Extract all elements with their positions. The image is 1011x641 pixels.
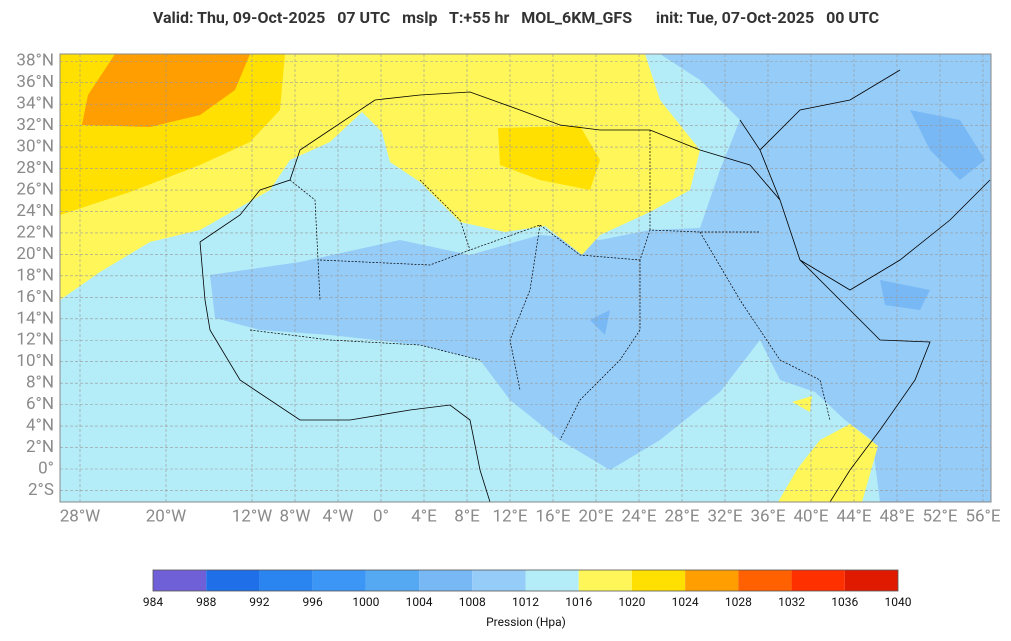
colorbar-tick-label: 984 — [143, 595, 163, 609]
title: Valid: Thu, 09-Oct-2025 07 UTC mslp T:+5… — [153, 8, 879, 27]
colorbar-tick-label: 1040 — [885, 595, 912, 609]
lat-labels: 38°N36°N34°N32°N30°N28°N26°N24°N22°N20°N… — [16, 51, 54, 500]
lon-label: 4°W — [323, 506, 354, 526]
lon-label: 28°W — [60, 506, 101, 526]
lon-label: 56°E — [965, 506, 1000, 526]
lat-label: 34°N — [16, 94, 54, 114]
colorbar-label: Pression (Hpa) — [486, 615, 566, 629]
lon-label: 24°E — [621, 506, 656, 526]
colorbar-tick-label: 1008 — [459, 595, 486, 609]
field-1016 — [60, 54, 878, 502]
coastline — [199, 69, 991, 502]
lat-label: 22°N — [16, 222, 54, 242]
lat-label: 24°N — [16, 201, 54, 221]
colorbar-segment — [578, 570, 632, 591]
colorbar-tick-label: 1016 — [565, 595, 592, 609]
lon-labels: 28°W 20°W 12°W 8°W 4°W 0° 4°E 8°E 12°E 16°E 20°E 24… — [60, 506, 1001, 526]
lon-label: 44°E — [836, 506, 871, 526]
colorbar-segment — [685, 570, 739, 591]
lat-label: 28°N — [16, 158, 54, 178]
lon-label: 8°E — [454, 506, 480, 526]
map-frame — [59, 53, 992, 503]
lon-label: 12°E — [492, 506, 527, 526]
colorbar: 984 988 992 996 1000 1004 1008 1012 1016 1020 1024… — [143, 569, 912, 609]
lon-label: 12°W — [232, 506, 273, 526]
lat-label: 30°N — [16, 137, 54, 157]
field-1008 — [210, 54, 991, 502]
colorbar-tick-label: 1012 — [512, 595, 539, 609]
colorbar-segment — [844, 570, 898, 591]
lon-label: 16°E — [535, 506, 570, 526]
colorbar-tick-label: 1000 — [352, 595, 379, 609]
colorbar-segment — [365, 570, 420, 591]
colorbar-tick-label: 1036 — [831, 595, 858, 609]
colorbar-tick-label: 1024 — [672, 595, 699, 609]
colorbar-segment — [738, 570, 792, 591]
lat-label: 20°N — [16, 244, 54, 264]
lon-label: 0° — [373, 506, 389, 526]
colorbar-tick-label: 1020 — [618, 595, 645, 609]
lat-label: 16°N — [16, 287, 54, 307]
lat-label: 0° — [38, 458, 54, 478]
colorbar-segment — [206, 570, 260, 591]
colorbar-frame — [152, 569, 899, 592]
lon-label: 48°E — [879, 506, 914, 526]
lat-label: 32°N — [16, 115, 54, 135]
colorbar-segment — [631, 570, 686, 591]
borders — [249, 130, 831, 441]
grid — [60, 54, 991, 502]
lat-label: 10°N — [16, 351, 54, 371]
lon-label: 36°E — [750, 506, 785, 526]
colorbar-tick-label: 988 — [196, 595, 216, 609]
colorbar-tick-label: 1004 — [406, 595, 433, 609]
colorbar-segment — [312, 570, 366, 591]
lat-label: 2°N — [26, 437, 54, 457]
lat-label: 18°N — [16, 265, 54, 285]
colorbar-segment — [525, 570, 579, 591]
map-field — [60, 54, 991, 502]
colorbar-tick-label: 992 — [249, 595, 269, 609]
colorbar-segment — [472, 570, 526, 591]
lat-label: 12°N — [16, 330, 54, 350]
colorbar-segment — [259, 570, 313, 591]
lat-label: 26°N — [16, 180, 54, 200]
colorbar-tick-label: 1032 — [778, 595, 805, 609]
lon-label: 40°E — [793, 506, 828, 526]
lon-label: 4°E — [411, 506, 437, 526]
colorbar-segment — [419, 570, 473, 591]
lat-label: 14°N — [16, 308, 54, 328]
lat-label: 36°N — [16, 72, 54, 92]
lon-label: 32°E — [707, 506, 742, 526]
lon-label: 20°E — [578, 506, 613, 526]
colorbar-segment — [153, 570, 207, 591]
field-1004 — [590, 110, 985, 335]
lat-label: 4°N — [26, 416, 54, 436]
lon-label: 20°W — [146, 506, 187, 526]
colorbar-segment — [791, 570, 845, 591]
lat-label: 2°S — [28, 480, 54, 500]
lon-label: 52°E — [922, 506, 957, 526]
lon-label: 28°E — [664, 506, 699, 526]
colorbar-tick-label: 1028 — [725, 595, 752, 609]
lat-label: 6°N — [26, 394, 54, 414]
colorbar-tick-label: 996 — [303, 595, 323, 609]
lat-label: 8°N — [26, 373, 54, 393]
lat-label: 38°N — [16, 51, 54, 71]
lon-label: 8°W — [280, 506, 311, 526]
